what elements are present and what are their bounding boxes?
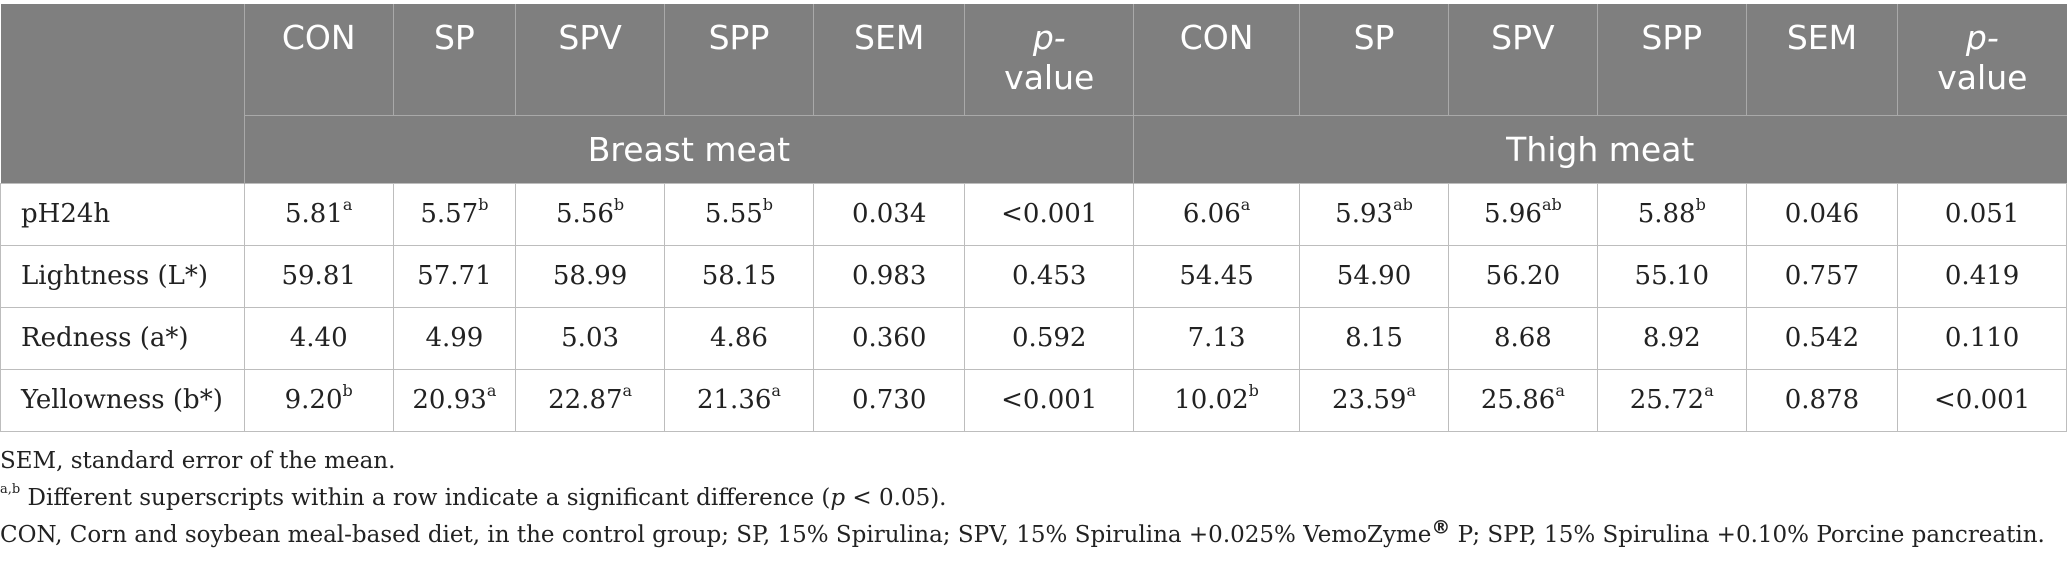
table-cell: 6.06a — [1133, 182, 1301, 246]
row-label: pH24h — [0, 182, 245, 246]
table-cell: 9.20b — [243, 368, 394, 432]
table-cell: 5.56b — [515, 182, 666, 246]
table-cell: <0.001 — [1897, 368, 2067, 432]
group-header-thigh: Thigh meat — [1133, 114, 2067, 183]
table-cell: 0.051 — [1897, 182, 2067, 246]
table-cell: 57.71 — [392, 244, 517, 308]
row-label: Yellowness (b*) — [0, 368, 245, 432]
significance-superscript: a — [771, 381, 781, 401]
col-header: CON — [244, 4, 394, 115]
table-row: Yellowness (b*) 9.20b 20.93a 22.87a 21.36a 0.… — [0, 368, 2067, 432]
significance-superscript: b — [478, 195, 489, 215]
table-cell: 0.110 — [1897, 306, 2067, 370]
col-header: CON — [1133, 4, 1301, 115]
significance-superscript: b — [1695, 195, 1706, 215]
table-cell: 54.90 — [1299, 244, 1449, 308]
col-header-p-value: p-value — [964, 4, 1135, 115]
table-cell: 8.92 — [1596, 306, 1747, 370]
table-cell: 0.592 — [964, 306, 1135, 370]
footnote-sem: SEM, standard error of the mean. — [0, 448, 396, 474]
table-cell: 55.10 — [1596, 244, 1747, 308]
table-cell: 8.15 — [1299, 306, 1449, 370]
table-row: Lightness (L*) 59.81 57.71 58.99 58.15 0.983 0… — [0, 244, 2067, 308]
table-cell: 0.983 — [812, 244, 966, 308]
significance-superscript: a — [1555, 381, 1565, 401]
significance-superscript: a — [1704, 381, 1714, 401]
table-cell: <0.001 — [964, 368, 1135, 432]
table-cell: 5.93ab — [1299, 182, 1449, 246]
table-cell: 58.99 — [515, 244, 666, 308]
col-header: SPP — [1597, 4, 1747, 115]
col-header: SEM — [813, 4, 966, 115]
table-cell: 21.36a — [664, 368, 814, 432]
p-prefix: p- — [1965, 18, 1999, 57]
table-cell: 4.86 — [664, 306, 814, 370]
significance-superscript: a — [622, 381, 633, 401]
table-cell: 58.15 — [664, 244, 814, 308]
footnote-significance: a,b Different superscripts within a row … — [0, 482, 947, 511]
significance-superscript: b — [762, 195, 774, 215]
col-header-p-value: p-value — [1897, 4, 2067, 115]
table-cell: 0.757 — [1745, 244, 1899, 308]
col-header: SEM — [1746, 4, 1899, 115]
table-cell: 25.72a — [1596, 368, 1747, 432]
col-header: SPP — [664, 4, 814, 115]
table-cell: 54.45 — [1133, 244, 1301, 308]
significance-superscript: a — [486, 381, 497, 401]
table-cell: 0.046 — [1745, 182, 1899, 246]
table-cell: 0.878 — [1745, 368, 1899, 432]
table-footnotes: SEM, standard error of the mean. a,b Dif… — [0, 443, 2045, 554]
table-cell: 5.55b — [664, 182, 814, 246]
col-header: SP — [393, 4, 517, 115]
table-cell: 5.81a — [243, 182, 394, 246]
table-cell: 8.68 — [1447, 306, 1598, 370]
table-cell: 0.730 — [812, 368, 966, 432]
significance-superscript: ab — [1393, 195, 1413, 215]
table-cell: 4.99 — [392, 306, 517, 370]
col-header: SP — [1299, 4, 1449, 115]
corner-cell — [0, 4, 245, 183]
table-cell: 4.40 — [243, 306, 394, 370]
table-cell: 5.03 — [515, 306, 666, 370]
table-cell: <0.001 — [964, 182, 1135, 246]
table-cell: 5.57b — [392, 182, 517, 246]
significance-superscript: a — [1240, 195, 1251, 215]
table-cell: 0.034 — [812, 182, 966, 246]
table-cell: 0.542 — [1745, 306, 1899, 370]
footnote-abbreviations: CON, Corn and soybean meal-based diet, i… — [0, 516, 2045, 548]
table-cell: 23.59a — [1299, 368, 1449, 432]
significance-superscript: b — [613, 195, 625, 215]
table-cell: 20.93a — [392, 368, 517, 432]
group-header-breast: Breast meat — [243, 114, 1134, 183]
table-cell: 0.419 — [1897, 244, 2067, 308]
row-label: Redness (a*) — [0, 306, 245, 370]
table-row: pH24h 5.81a 5.57b 5.56b 5.55b 0.034 <0.001 6.06… — [0, 182, 2067, 246]
table-cell: 0.453 — [964, 244, 1135, 308]
table-row: Redness (a*) 4.40 4.99 5.03 4.86 0.360 0.592 7.… — [0, 306, 2067, 370]
col-header: SPV — [515, 4, 666, 115]
table-cell: 0.360 — [812, 306, 966, 370]
table-cell: 25.86a — [1447, 368, 1598, 432]
table-cell: 5.96ab — [1447, 182, 1598, 246]
table-cell: 56.20 — [1447, 244, 1598, 308]
significance-superscript: a — [342, 195, 353, 215]
table-body: pH24h 5.81a 5.57b 5.56b 5.55b 0.034 <0.001 6.06… — [0, 182, 2067, 432]
significance-superscript: a — [1406, 381, 1416, 401]
col-header: SPV — [1448, 4, 1598, 115]
table-cell: 7.13 — [1133, 306, 1301, 370]
significance-superscript: ab — [1541, 195, 1562, 215]
registered-mark: ® — [1431, 516, 1451, 539]
p-prefix: p- — [1032, 18, 1066, 57]
data-table: CON SP SPV SPP SEM p-value CON SP SPV SP… — [0, 4, 2067, 432]
table-cell: 59.81 — [243, 244, 394, 308]
table-cell: 5.88b — [1596, 182, 1747, 246]
row-label: Lightness (L*) — [0, 244, 245, 308]
significance-superscript: b — [1248, 381, 1259, 401]
table-cell: 22.87a — [515, 368, 666, 432]
table-cell: 10.02b — [1133, 368, 1301, 432]
significance-superscript: b — [342, 381, 353, 401]
